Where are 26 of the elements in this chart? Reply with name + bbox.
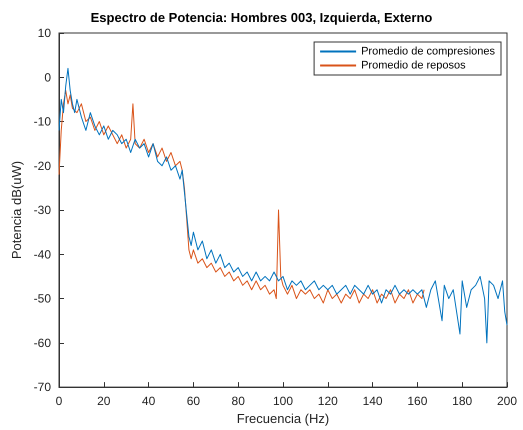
chart-title: Espectro de Potencia: Hombres 003, Izquierda, Externo xyxy=(90,10,432,25)
legend-label: Promedio de reposos xyxy=(361,60,466,72)
y-tick-label: 0 xyxy=(44,70,52,84)
x-tick-label: 40 xyxy=(142,394,156,408)
y-tick-label: -30 xyxy=(34,203,52,218)
y-tick-label: -50 xyxy=(34,292,52,306)
legend-label: Promedio de compresiones xyxy=(361,46,496,58)
y-axis-title: Potencia dB(uW) xyxy=(8,160,24,260)
x-tick-label: 20 xyxy=(97,394,111,408)
x-tick-label: 140 xyxy=(362,394,383,408)
y-tick-label: -60 xyxy=(34,336,52,350)
x-tick-label: 200 xyxy=(496,394,518,408)
x-tick-label: 100 xyxy=(272,394,294,408)
y-tick-label: -40 xyxy=(34,247,52,262)
y-tick-label: -20 xyxy=(34,158,52,173)
line-series xyxy=(58,90,425,304)
x-tick-label: 120 xyxy=(318,394,338,408)
x-tick-label: 160 xyxy=(407,394,428,408)
y-tick-label: -70 xyxy=(34,380,52,394)
x-axis-title: Frecuencia (Hz) xyxy=(236,411,330,426)
x-tick-label: 60 xyxy=(186,394,200,408)
y-tick-label: 10 xyxy=(38,26,52,40)
x-tick-label: 80 xyxy=(232,394,246,408)
x-tick-label: 180 xyxy=(452,394,473,408)
y-tick-label: -10 xyxy=(34,114,52,129)
x-tick-label: 0 xyxy=(56,394,63,408)
